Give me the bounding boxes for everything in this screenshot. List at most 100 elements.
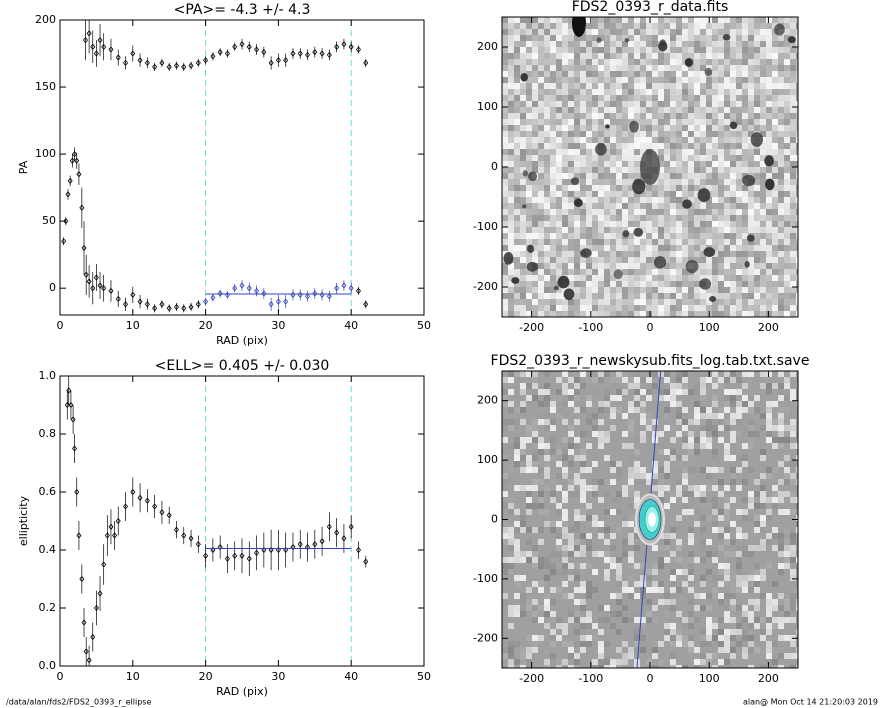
pixel [646, 461, 652, 467]
pixel [652, 107, 658, 113]
bright-source [571, 17, 586, 37]
pixel [712, 305, 718, 311]
source [613, 269, 623, 280]
pixel [544, 113, 550, 119]
pixel [700, 587, 706, 593]
pixel [520, 527, 526, 533]
pixel [526, 605, 532, 611]
pixel [616, 107, 622, 113]
pixel [772, 503, 778, 509]
pixel [568, 221, 574, 227]
pixel [688, 563, 694, 569]
pixel [514, 509, 520, 515]
pixel [598, 593, 604, 599]
pixel [748, 227, 754, 233]
pixel [700, 29, 706, 35]
source [557, 275, 570, 289]
pixel [688, 137, 694, 143]
pixel [508, 47, 514, 53]
pixel [526, 119, 532, 125]
pixel [700, 497, 706, 503]
pixel [604, 119, 610, 125]
pixel [514, 197, 520, 203]
pixel [502, 173, 508, 179]
pixel [646, 551, 652, 557]
pixel [664, 35, 670, 41]
pixel [748, 467, 754, 473]
pixel [796, 395, 798, 401]
pixel [724, 575, 730, 581]
pixel [694, 221, 700, 227]
pixel [634, 473, 640, 479]
pixel [610, 581, 616, 587]
pixel [670, 551, 676, 557]
pixel [634, 113, 640, 119]
pixel [790, 113, 796, 119]
pixel [556, 593, 562, 599]
pixel [718, 491, 724, 497]
pixel [652, 269, 658, 275]
pixel [688, 227, 694, 233]
pixel [790, 209, 796, 215]
pixel [718, 479, 724, 485]
pixel [664, 371, 670, 377]
pixel [520, 419, 526, 425]
pixel [544, 299, 550, 305]
pixel [796, 401, 798, 407]
pixel [550, 179, 556, 185]
pixel [538, 431, 544, 437]
pixel [646, 485, 652, 491]
source [703, 247, 716, 258]
pixel [706, 533, 712, 539]
pixel [754, 53, 760, 59]
pixel [616, 485, 622, 491]
pixel [748, 287, 754, 293]
pixel [640, 101, 646, 107]
pixel [592, 269, 598, 275]
pixel [670, 215, 676, 221]
pixel [556, 185, 562, 191]
pixel [616, 311, 622, 317]
pixel [694, 167, 700, 173]
pixel [610, 59, 616, 65]
pixel [706, 269, 712, 275]
pixel [682, 407, 688, 413]
pixel [766, 425, 772, 431]
pixel [526, 275, 532, 281]
pixel [604, 497, 610, 503]
pixel [502, 527, 508, 533]
pixel [562, 137, 568, 143]
pixel [772, 479, 778, 485]
pixel [550, 467, 556, 473]
pixel [514, 575, 520, 581]
pixel [778, 485, 784, 491]
point [246, 43, 252, 50]
pixel [676, 485, 682, 491]
source [632, 178, 646, 195]
pixel [664, 245, 670, 251]
pixel [508, 245, 514, 251]
pixel [688, 557, 694, 563]
pixel [592, 233, 598, 239]
pixel [646, 377, 652, 383]
pixel [772, 413, 778, 419]
pixel [742, 59, 748, 65]
pixel [676, 377, 682, 383]
pixel [580, 497, 586, 503]
pixel [670, 479, 676, 485]
pixel [706, 449, 712, 455]
pixel [604, 287, 610, 293]
pixel [712, 527, 718, 533]
pixel [526, 305, 532, 311]
pixel [712, 71, 718, 77]
pixel [736, 527, 742, 533]
pixel [574, 65, 580, 71]
pixel [544, 215, 550, 221]
point [203, 298, 209, 305]
pixel [754, 269, 760, 275]
pixel [556, 575, 562, 581]
pixel [730, 587, 736, 593]
pixel [754, 179, 760, 185]
point [283, 57, 289, 64]
pixel [790, 167, 796, 173]
